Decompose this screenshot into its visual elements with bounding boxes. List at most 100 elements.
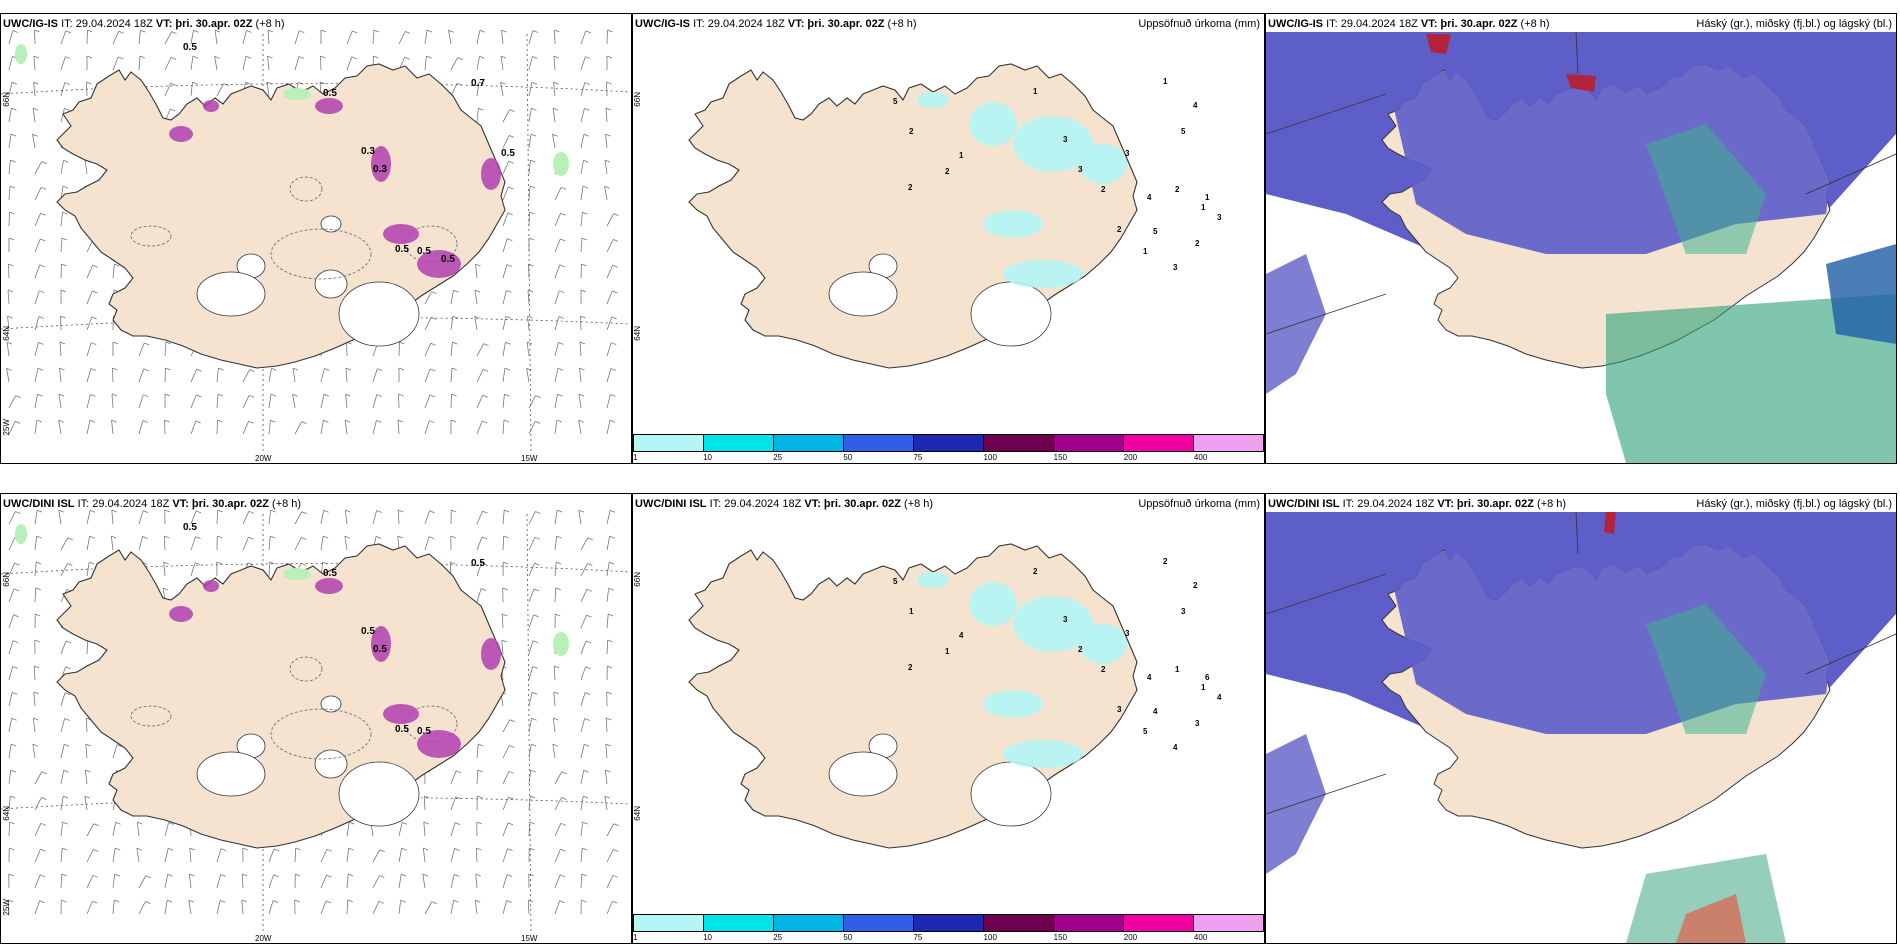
wind-barb — [268, 900, 274, 915]
wind-barb-flag — [480, 588, 487, 591]
wind-barb — [138, 901, 146, 915]
wind-barb — [502, 796, 509, 811]
wind-barb-flag — [527, 289, 534, 293]
colorbar-swatch — [984, 915, 1054, 931]
wind-barb — [502, 186, 509, 201]
wind-barb-flag — [13, 614, 19, 618]
wind-barb — [424, 343, 432, 357]
wind-barb — [346, 56, 353, 71]
wind-barb-flag — [455, 796, 461, 800]
wind-barb — [8, 108, 12, 123]
wind-barb-flag — [320, 55, 326, 59]
wind-barb-flag — [267, 55, 273, 59]
colorbar-ticks: 1 10 25 50 75 100 150 200 400 — [633, 933, 1264, 943]
wind-barb-flag — [457, 57, 463, 61]
precip-area — [1079, 144, 1127, 184]
precip-cell — [383, 224, 419, 244]
wind-barb — [554, 187, 562, 201]
wind-barb — [214, 56, 218, 71]
wind-barb-flag — [10, 769, 16, 773]
wind-barb-flag — [504, 393, 510, 397]
wind-barb-flag — [610, 394, 616, 397]
wind-barb — [475, 264, 478, 279]
wind-barb-flag — [9, 847, 15, 851]
wind-barb-flag — [273, 874, 279, 878]
wind-barb — [554, 900, 560, 915]
wind-barb-flag — [450, 535, 456, 539]
init-time: IT: 29.04.2024 18Z — [1342, 498, 1435, 510]
precip-value-label: 0.7 — [471, 78, 485, 89]
precip-cell — [481, 158, 501, 190]
wind-barb — [268, 510, 272, 525]
cloud-map — [1266, 511, 1896, 943]
wind-barb-flag — [220, 899, 226, 903]
wind-barb — [190, 536, 196, 551]
gridline — [526, 33, 532, 455]
precip-area — [969, 582, 1017, 626]
wind-barb-flag — [424, 795, 430, 799]
wind-barb-flag — [527, 315, 533, 319]
wind-barb — [6, 368, 10, 383]
wind-barb — [604, 186, 608, 201]
wind-barb-flag — [401, 847, 407, 851]
wind-barb — [580, 692, 586, 707]
wind-barb-flag — [554, 29, 560, 33]
gridline — [1266, 293, 1387, 335]
wind-barb — [476, 395, 484, 409]
precip-value-label: 0.5 — [183, 522, 197, 533]
wind-barb — [424, 420, 430, 435]
wind-barb-flag — [501, 639, 507, 643]
precip-colorbar — [633, 914, 1264, 932]
wind-barb — [138, 420, 144, 435]
rain-patch — [553, 152, 569, 176]
high-cloud-core — [1566, 74, 1596, 92]
wind-barb-flag — [477, 795, 483, 799]
wind-barb-flag — [11, 717, 17, 721]
wind-barb-flag — [373, 55, 379, 59]
wind-barb — [528, 614, 534, 629]
wind-barb — [502, 535, 505, 551]
wind-barb-flag — [605, 133, 611, 137]
wind-barb-flag — [509, 109, 515, 113]
wind-barb-flag — [145, 875, 151, 879]
wind-barb-flag — [41, 161, 47, 165]
precip-value-label: 0.5 — [471, 558, 485, 569]
wind-barb — [60, 108, 65, 123]
wind-barb-flag — [532, 56, 538, 59]
accum-value-label: 2 — [1193, 581, 1198, 590]
lead-time: (+8 h) — [887, 18, 917, 30]
wind-barb-flag — [142, 420, 149, 423]
wind-barb — [164, 822, 170, 837]
accum-value-label: 3 — [1125, 629, 1130, 638]
wind-barb — [86, 510, 91, 525]
wind-barb — [34, 900, 40, 915]
wind-barb — [34, 848, 41, 863]
wind-barb-flag — [144, 342, 150, 346]
panel-header: UWC/IG-IS IT: 29.04.2024 18Z VT: þri. 30… — [635, 16, 1262, 32]
wind-barb-flag — [93, 823, 99, 827]
wind-barb-flag — [613, 849, 619, 852]
wind-barb-flag — [348, 873, 354, 877]
wind-barb-flag — [579, 367, 585, 371]
wind-barb — [580, 160, 584, 175]
wind-barb — [164, 874, 169, 889]
wind-barb-flag — [607, 639, 613, 643]
wind-barb — [528, 796, 531, 811]
wind-barb — [580, 666, 586, 681]
wind-barb-flag — [429, 394, 435, 398]
wind-barb-flag — [373, 29, 380, 33]
wind-barb-flag — [477, 769, 483, 773]
wind-barb — [502, 368, 506, 383]
wind-barb-flag — [194, 562, 201, 565]
wind-barb — [34, 562, 37, 577]
wind-barb-flag — [220, 848, 227, 851]
snow-hatch — [270, 228, 372, 280]
wind-barb — [606, 614, 609, 629]
wind-barb — [450, 848, 456, 863]
wind-barb-flag — [323, 535, 329, 539]
wind-barb-flag — [242, 873, 248, 877]
wind-barb-flag — [401, 873, 407, 877]
rain-patch — [283, 568, 311, 580]
wind-barb-flag — [604, 185, 610, 189]
